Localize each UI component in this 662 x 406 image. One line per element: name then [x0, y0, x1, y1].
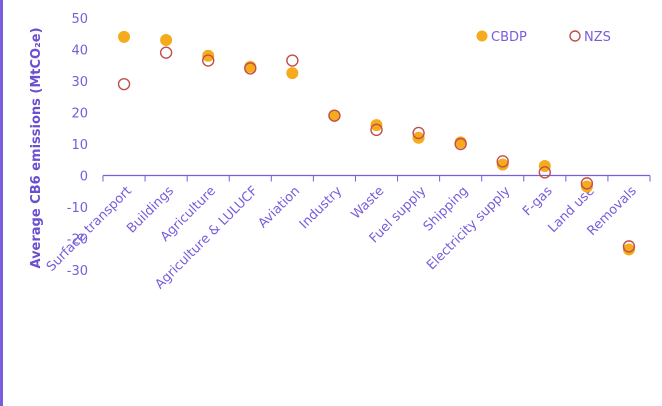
- legend: CBDP NZS: [476, 30, 611, 45]
- data-points: [117, 30, 636, 256]
- cbdp-point: [622, 243, 635, 256]
- axes: [102, 174, 651, 182]
- cbdp-point: [202, 49, 215, 62]
- cbdp-point: [286, 67, 299, 80]
- nzs-point: [496, 155, 509, 168]
- y-axis-label: Average CB6 emissions (MtCO₂e): [29, 27, 44, 268]
- y-tick-label: 40: [71, 44, 88, 59]
- y-tick-label: 20: [71, 107, 88, 122]
- cbdp-point: [412, 131, 425, 144]
- x-tick-label: Industry: [297, 184, 346, 233]
- y-tick-label: 0: [80, 170, 88, 185]
- left-border: [0, 0, 3, 406]
- cbdp-point: [538, 160, 551, 173]
- x-tick-label: Surface transport: [44, 184, 135, 275]
- x-tick-label: Waste: [349, 184, 388, 223]
- nzs-point: [201, 54, 215, 67]
- legend-nzs-label: NZS: [584, 30, 611, 45]
- nzs-point: [286, 54, 299, 67]
- cbdp-point: [328, 109, 341, 122]
- nzs-point: [159, 46, 173, 59]
- y-tick-label: -10: [67, 201, 88, 216]
- cbdp-point: [118, 30, 131, 43]
- y-tick-label: 50: [71, 12, 88, 27]
- cbdp-point: [496, 158, 509, 171]
- nzs-point: [538, 166, 552, 179]
- x-tick-label: Electricity supply: [424, 184, 514, 274]
- y-tick-label: 10: [71, 138, 88, 153]
- x-tick-labels: Surface transportBuildingsAgricultureAgr…: [44, 184, 640, 293]
- y-ticks: 50 40 30 20 10 0 -10 -20 -30: [67, 12, 88, 279]
- x-tick-label: Aviation: [256, 184, 304, 232]
- cbdp-point: [580, 180, 593, 193]
- nzs-point: [117, 77, 131, 91]
- cbdp-point: [160, 34, 173, 47]
- y-tick-label: 30: [71, 75, 88, 90]
- cbdp-point: [370, 119, 383, 132]
- y-tick-label: -20: [67, 233, 88, 248]
- nzs-point: [244, 62, 257, 75]
- legend-cbdp-marker: [476, 30, 488, 42]
- nzs-point: [580, 177, 594, 190]
- x-tick-label: F-gas: [520, 184, 556, 220]
- nzs-point: [412, 126, 425, 140]
- nzs-point: [328, 109, 341, 122]
- y-tick-label: -30: [67, 264, 88, 279]
- legend-cbdp-label: CBDP: [491, 30, 527, 45]
- nzs-point: [370, 123, 383, 137]
- legend-nzs-marker: [569, 30, 581, 42]
- nzs-point: [454, 137, 467, 151]
- nzs-point: [622, 240, 636, 253]
